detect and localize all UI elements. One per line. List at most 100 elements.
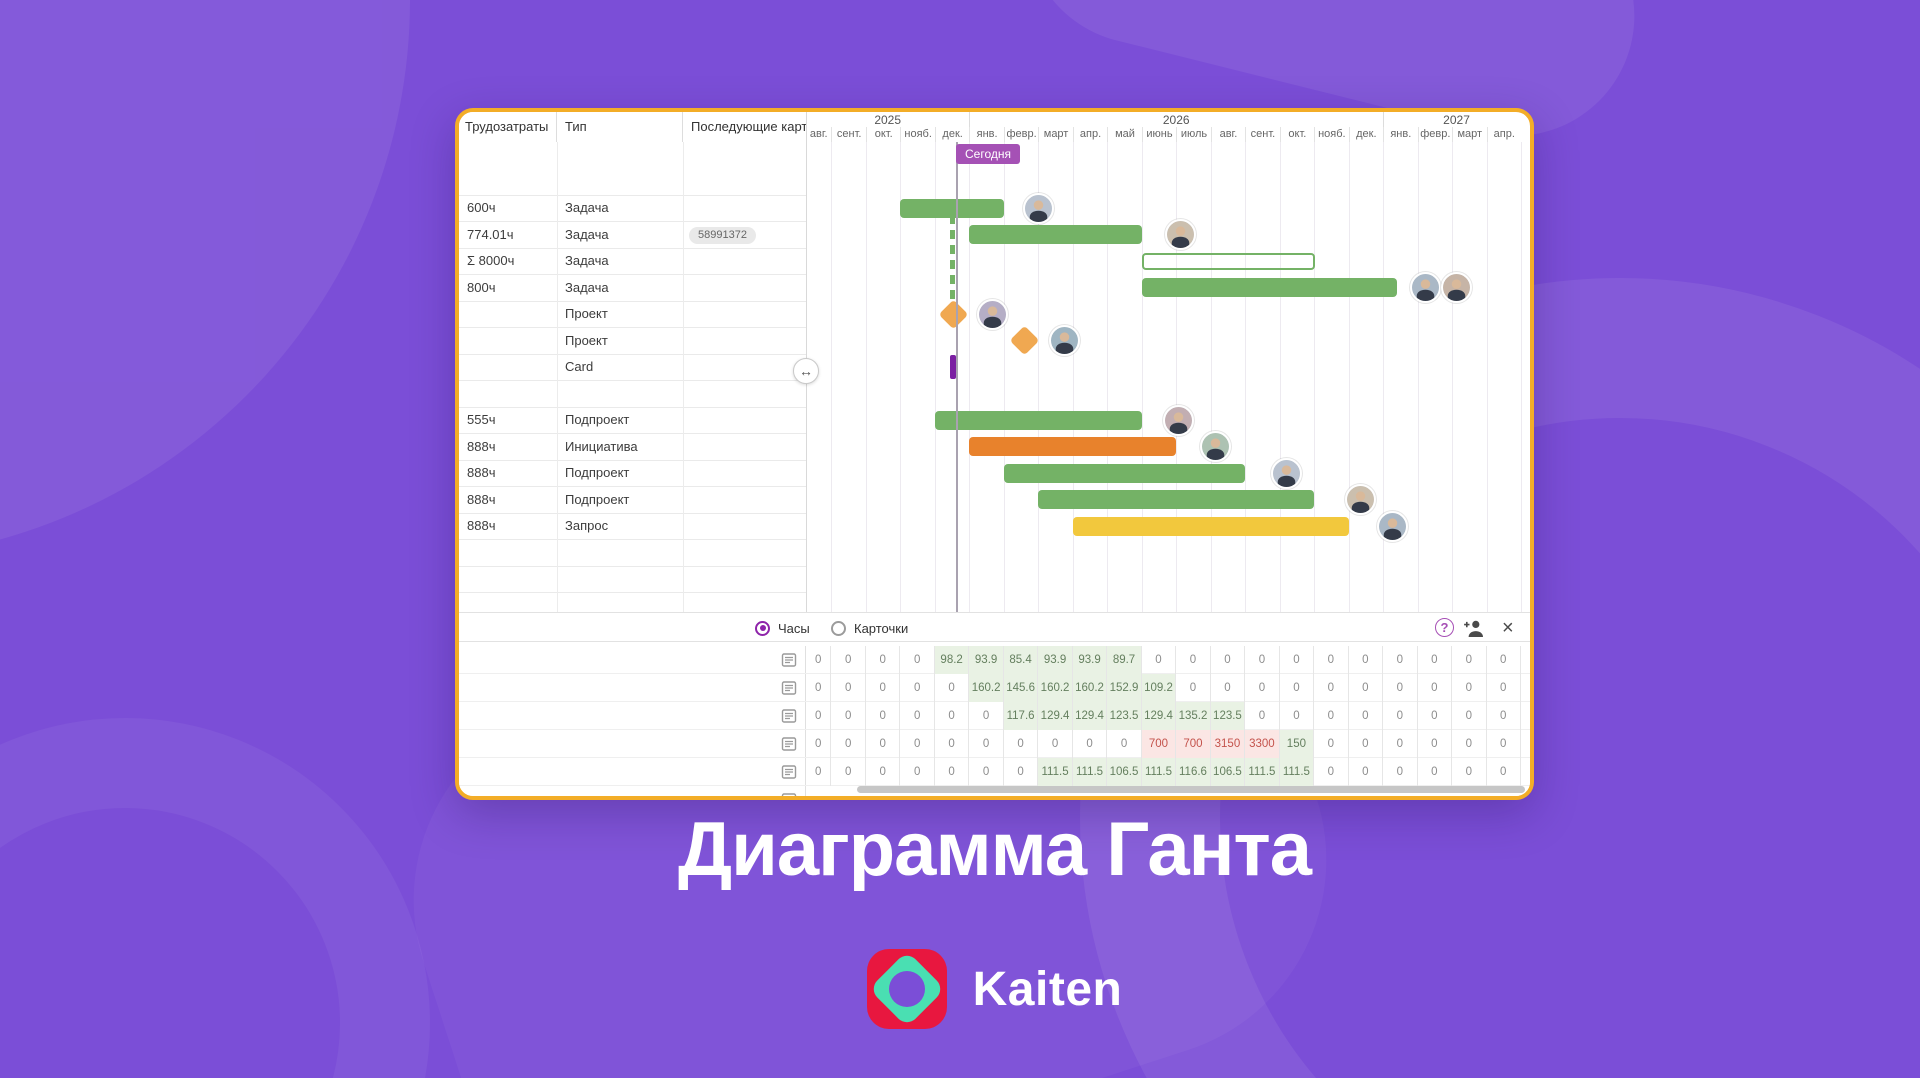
table-row[interactable]: 888ч Подпроект xyxy=(459,487,806,514)
table-row[interactable]: 888ч Запрос xyxy=(459,513,806,540)
month-gridline xyxy=(1038,142,1040,612)
assignee-avatar[interactable] xyxy=(1048,325,1080,357)
workload-cell: 111.5 xyxy=(1141,758,1177,786)
workload-row: 0 0 0 0 0 0 117.6 129.4 129.4 123.5 129.4 135.2 123.… xyxy=(459,702,1530,730)
gantt-chart: Сегодня xyxy=(806,142,1530,612)
workload-cell: 0 xyxy=(1418,730,1453,758)
gantt-bar-green[interactable] xyxy=(1038,490,1314,510)
month-label: июль xyxy=(1176,127,1210,142)
gantt-bar-orange[interactable] xyxy=(969,437,1176,457)
assignee-avatar[interactable] xyxy=(1164,219,1196,251)
table-row[interactable] xyxy=(459,593,806,613)
milestone-diamond[interactable] xyxy=(1009,325,1039,356)
workload-cell: 0 xyxy=(1349,730,1384,758)
radio-cards[interactable]: Карточки xyxy=(831,613,908,643)
column-header-effort[interactable]: Трудозатраты xyxy=(459,112,557,142)
workload-cell: 0 xyxy=(1349,702,1384,730)
assignee-avatar[interactable] xyxy=(1199,431,1231,463)
radio-hours[interactable]: Часы xyxy=(755,613,810,643)
table-row[interactable]: 555ч Подпроект xyxy=(459,407,806,434)
table-row[interactable]: Card xyxy=(459,354,806,381)
table-row[interactable] xyxy=(459,381,806,408)
table-row[interactable] xyxy=(459,142,806,169)
workload-cell: 0 xyxy=(866,674,901,702)
column-header-next-cards[interactable]: Последующие карточки xyxy=(683,112,806,142)
workload-row xyxy=(459,786,1530,796)
gantt-bar-green[interactable] xyxy=(1142,278,1397,298)
workload-cell: 0 xyxy=(935,702,970,730)
dependency-dashed-line xyxy=(950,200,955,304)
workload-cell: 116.6 xyxy=(1176,758,1211,786)
column-resize-handle[interactable]: ↔ xyxy=(793,358,819,384)
workload-row: 0 0 0 0 0 0 0 111.5 111.5 106.5 111.5 116.6 106.5 111… xyxy=(459,758,1530,786)
workload-cell: 111.5 xyxy=(1279,758,1315,786)
table-row[interactable]: 774.01ч Задача 58991372 xyxy=(459,222,806,249)
workload-cell: 0 xyxy=(806,646,832,674)
gantt-bar-green[interactable] xyxy=(1004,463,1245,483)
workload-cell: 0 xyxy=(900,646,935,674)
table-row[interactable]: Проект xyxy=(459,301,806,328)
gantt-bar-yellow[interactable] xyxy=(1073,516,1349,536)
month-gridline xyxy=(1107,142,1109,612)
workload-cell: 89.7 xyxy=(1107,646,1142,674)
month-gridline xyxy=(1417,142,1419,612)
gantt-bar-green[interactable] xyxy=(969,225,1142,245)
add-user-icon[interactable] xyxy=(1463,619,1485,642)
assignee-avatar[interactable] xyxy=(1344,484,1376,516)
row-type: Задача xyxy=(565,226,609,242)
table-row[interactable]: 800ч Задача xyxy=(459,275,806,302)
assignee-avatar[interactable] xyxy=(1409,272,1441,304)
table-row[interactable] xyxy=(459,540,806,567)
table-row[interactable]: Σ 8000ч Задача xyxy=(459,248,806,275)
table-row[interactable]: Проект xyxy=(459,328,806,355)
month-label: авг. xyxy=(1210,127,1245,142)
workload-cell: 0 xyxy=(969,702,1004,730)
assignee-avatar[interactable] xyxy=(1270,457,1302,489)
workload-cell: 93.9 xyxy=(1038,646,1073,674)
kaiten-logo xyxy=(866,949,947,1029)
assignee-avatar[interactable] xyxy=(1162,404,1194,436)
card-marker[interactable] xyxy=(950,355,956,380)
workload-cell: 117.6 xyxy=(1003,702,1039,730)
column-header-type[interactable]: Тип xyxy=(557,112,683,142)
workload-cell: 0 xyxy=(1245,646,1280,674)
workload-cell: 98.2 xyxy=(934,646,970,674)
workload-cell: 0 xyxy=(1211,646,1246,674)
workload-cell: 160.2 xyxy=(1072,674,1108,702)
workload-cell: 0 xyxy=(806,758,832,786)
card-icon[interactable] xyxy=(781,708,797,729)
assignee-avatar[interactable] xyxy=(976,298,1008,330)
workload-cell: 700 xyxy=(1176,730,1211,758)
workload-cell: 0 xyxy=(900,702,935,730)
assignee-avatar[interactable] xyxy=(1440,272,1472,304)
card-icon[interactable] xyxy=(781,652,797,673)
workload-cell: 0 xyxy=(900,758,935,786)
assignee-avatar[interactable] xyxy=(1022,192,1054,224)
close-icon[interactable]: × xyxy=(1502,617,1514,639)
workload-cell: 150 xyxy=(1279,730,1315,758)
card-icon[interactable] xyxy=(781,680,797,701)
horizontal-scrollbar[interactable] xyxy=(857,786,1525,793)
card-icon[interactable] xyxy=(781,736,797,757)
assignee-avatar[interactable] xyxy=(1376,510,1408,542)
card-icon[interactable] xyxy=(781,792,797,796)
help-icon[interactable]: ? xyxy=(1435,618,1454,637)
card-icon[interactable] xyxy=(781,764,797,785)
workload-cell: 0 xyxy=(1280,702,1315,730)
table-row[interactable] xyxy=(459,169,806,196)
table-row[interactable]: 600ч Задача xyxy=(459,195,806,222)
workload-cell: 0 xyxy=(1487,758,1521,786)
table-header: Трудозатраты Тип Последующие карточки xyxy=(459,112,806,142)
gantt-summary-bar[interactable] xyxy=(1142,252,1315,270)
workload-cell: 0 xyxy=(1383,646,1418,674)
card-id-chip[interactable]: 58991372 xyxy=(689,226,756,244)
workload-cell: 0 xyxy=(1487,702,1521,730)
workload-cell: 0 xyxy=(831,730,866,758)
table-row[interactable]: 888ч Подпроект xyxy=(459,460,806,487)
workload-cell: 160.2 xyxy=(1038,674,1073,702)
task-table: 600ч Задача 774.01ч Задача 58991372 Σ 8000ч За… xyxy=(459,142,806,612)
month-label: февр. xyxy=(1003,127,1038,142)
gantt-bar-green[interactable] xyxy=(935,410,1142,430)
table-row[interactable]: 888ч Инициатива xyxy=(459,434,806,461)
table-row[interactable] xyxy=(459,566,806,593)
